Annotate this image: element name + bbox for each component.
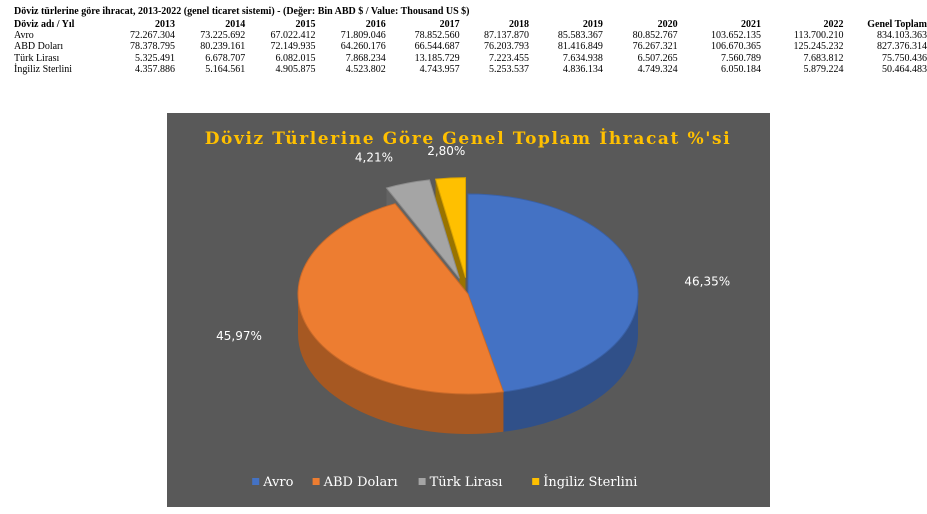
table-cell: 78.852.560 (414, 30, 460, 42)
table-cell: 4.905.875 (275, 63, 316, 75)
table-cell: 76.203.793 (484, 41, 530, 53)
pie-slice (297, 203, 505, 434)
table-cell: 6.507.265 (637, 52, 678, 64)
chart-legend: Avro ABD Doları Türk Lirası İngiliz Sterlin… (252, 473, 637, 490)
header-cell: 2013 (154, 19, 175, 30)
table-cell: 7.634.938 (562, 52, 603, 64)
table-cell: 66.544.687 (414, 41, 460, 53)
table-cell: 4.743.957 (419, 63, 460, 75)
table-cell: 72.267.304 (129, 30, 175, 42)
legend-label: İngiliz Sterlini (543, 473, 637, 490)
table-cell: 6.082.015 (275, 52, 316, 64)
table-cell: 7.223.455 (489, 52, 530, 64)
export-data-table: Döviz adı / Yıl 2013 2014 2015 2016 2017… (14, 19, 927, 75)
legend-label: Avro (262, 475, 293, 490)
header-cell: 2015 (295, 19, 316, 30)
table-cell: 4.836.134 (562, 63, 603, 75)
table-cell: 75.750.436 (882, 52, 927, 64)
pie-chart: Döviz Türlerine Göre Genel Toplam İhraca… (205, 128, 732, 490)
table-cell: 78.378.795 (129, 41, 175, 53)
table-cell: 113.700.210 (793, 30, 844, 42)
table-cell: 6.050.184 (721, 63, 762, 75)
pie-data-label: 45,97% (216, 329, 262, 343)
table-cell: 125.245.232 (793, 41, 844, 53)
header-cell: 2021 (741, 19, 762, 30)
legend-swatch (312, 478, 320, 485)
legend-item: Avro (252, 475, 294, 490)
header-cell: 2014 (225, 19, 246, 30)
table-cell: 7.560.789 (721, 52, 762, 64)
pie-data-label: 2,80% (427, 144, 465, 158)
table-cell: 827.376.314 (877, 41, 927, 53)
legend-item: İngiliz Sterlini (532, 473, 637, 490)
table-title: Döviz türlerine göre ihracat, 2013-2022 … (14, 6, 470, 17)
table-cell: 5.253.537 (489, 63, 530, 75)
header-cell: 2019 (582, 19, 603, 30)
table-cell: 67.022.412 (270, 30, 316, 42)
legend-label: Türk Lirası (430, 475, 503, 490)
legend-swatch (252, 478, 260, 485)
legend-item: Türk Lirası (418, 475, 503, 490)
table-cell: 85.583.367 (557, 30, 603, 42)
table-cell: 71.809.046 (340, 30, 386, 42)
legend-label: ABD Doları (323, 475, 398, 490)
header-cell: 2016 (365, 19, 386, 30)
table-cell: 834.103.363 (877, 30, 927, 42)
legend-item: ABD Doları (312, 475, 398, 490)
table-row: Türk Lirası 5.325.491 6.678.707 6.082.015 7.… (14, 53, 927, 64)
table-cell: 5.879.224 (803, 63, 844, 75)
table-cell: 5.164.561 (205, 63, 246, 75)
table-cell: 64.260.176 (340, 41, 386, 53)
table-cell: 106.670.365 (711, 41, 762, 53)
table-header-row: Döviz adı / Yıl 2013 2014 2015 2016 2017… (14, 19, 927, 30)
header-cell: 2018 (509, 19, 530, 30)
header-cell: Genel Toplam (867, 19, 927, 30)
row-label: Türk Lirası (14, 52, 60, 64)
table-cell: 7.868.234 (345, 52, 386, 64)
header-cell: Döviz adı / Yıl (14, 19, 75, 30)
table-cell: 7.683.812 (803, 52, 844, 64)
legend-swatch (532, 478, 540, 485)
table-cell: 4.749.324 (637, 63, 678, 75)
table-cell: 5.325.491 (134, 52, 175, 64)
table-row: ABD Doları 78.378.795 80.239.161 72.149.935… (14, 41, 927, 52)
table-cell: 4.357.886 (134, 63, 175, 75)
row-label: ABD Doları (14, 41, 64, 53)
table-cell: 87.137.870 (484, 30, 530, 42)
header-cell: 2022 (823, 19, 844, 30)
table-cell: 73.225.692 (200, 30, 246, 42)
row-label: İngiliz Sterlini (14, 63, 73, 75)
table-cell: 80.239.161 (200, 41, 246, 53)
table-row: İngiliz Sterlini 4.357.886 5.164.561 4.905.… (14, 64, 927, 75)
table-cell: 13.185.729 (414, 52, 460, 64)
table-row: Avro 72.267.304 73.225.692 67.022.412 71.809… (14, 30, 927, 41)
table-cell: 6.678.707 (205, 52, 246, 64)
legend-swatch (418, 478, 426, 485)
table-cell: 80.852.767 (632, 30, 678, 42)
pie-slices (297, 177, 639, 434)
header-cell: 2017 (439, 19, 460, 30)
table-body: Avro 72.267.304 73.225.692 67.022.412 71.809… (14, 30, 927, 75)
table-cell: 76.267.321 (632, 41, 678, 53)
table-cell: 81.416.849 (557, 41, 603, 53)
pie-data-labels: 46,35% 45,97% 4,21% 2,80% (216, 144, 730, 343)
pie-data-label: 46,35% (684, 275, 730, 289)
header-cell: 2020 (657, 19, 678, 30)
table-cell: 4.523.802 (345, 63, 386, 75)
table-cell: 103.652.135 (711, 30, 762, 42)
row-label: Avro (14, 30, 34, 42)
chart-title: Döviz Türlerine Göre Genel Toplam İhraca… (205, 128, 732, 149)
pie-chart-panel: Döviz Türlerine Göre Genel Toplam İhraca… (167, 113, 770, 507)
pie-data-label: 4,21% (355, 150, 393, 164)
table-cell: 50.464.483 (882, 63, 927, 75)
table-cell: 72.149.935 (270, 41, 316, 53)
